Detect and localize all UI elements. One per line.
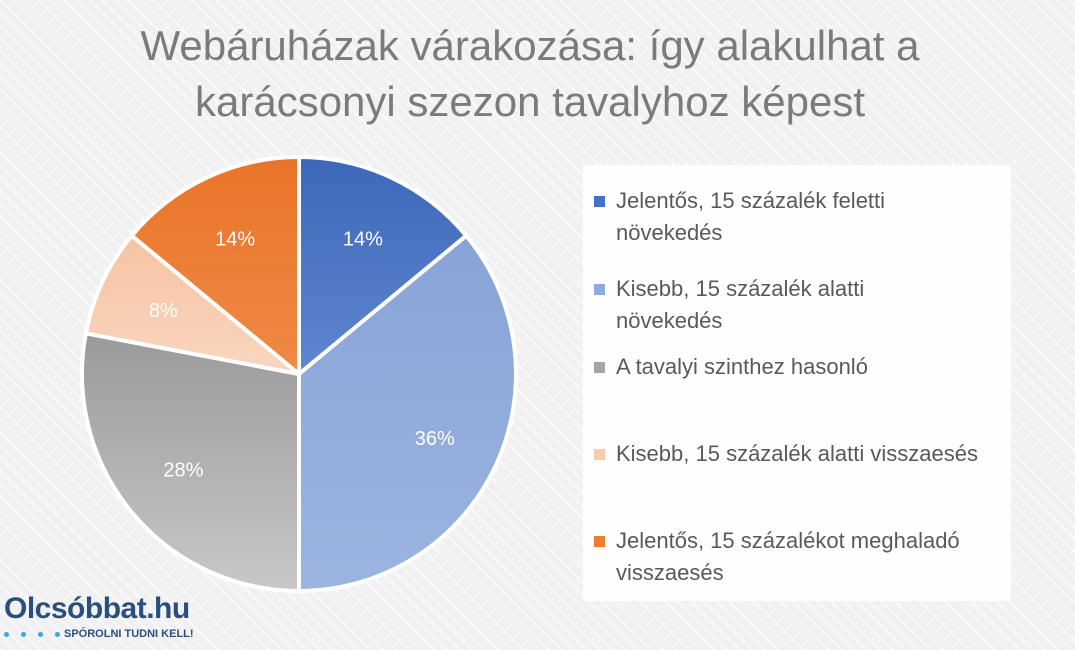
legend-item-minor-growth: Kisebb, 15 százalék alatti növekedés: [594, 273, 1004, 337]
pie-slice-significant-decline: [129, 155, 301, 376]
pie-slice-minor-decline: [83, 233, 301, 376]
legend-label-minor-decline: Kisebb, 15 százalék alatti visszaesés: [616, 441, 978, 466]
chart-legend: Jelentős, 15 százalék feletti növekedés …: [583, 165, 1011, 601]
pie-slices: [80, 155, 518, 593]
pie-data-label-similar-level: 28%: [163, 460, 203, 482]
pie-data-label-minor-growth: 36%: [415, 428, 455, 450]
legend-label-significant-growth-line-2: növekedés: [616, 220, 723, 245]
logo-dots: [4, 632, 60, 638]
logo-slogan: SPÓROLNI TUDNI KELL!: [64, 628, 194, 640]
legend-item-minor-decline: Kisebb, 15 százalék alatti visszaesés: [594, 438, 1004, 470]
legend-label-minor-growth-line-1: Kisebb, 15 százalék alatti: [616, 276, 865, 301]
pie-data-label-significant-decline: 14%: [215, 228, 255, 250]
pie-slice-significant-growth: [297, 155, 469, 376]
legend-label-significant-growth-line-1: Jelentős, 15 százalék feletti: [616, 188, 886, 213]
legend-item-significant-decline: Jelentős, 15 százalékot meghaladó vissza…: [594, 525, 1004, 589]
chart-title-line-1: Webáruházak várakozása: így alakulhat a: [140, 22, 920, 69]
logo-brand-text: Olcsóbbat.hu: [4, 592, 190, 625]
pie-data-label-minor-decline: 8%: [149, 300, 178, 322]
legend-swatch-significant-growth: [594, 196, 605, 207]
chart-title: Webáruházak várakozása: így alakulhat a …: [0, 18, 1060, 130]
pie-data-labels: 14% 36% 28% 8% 14%: [149, 228, 455, 481]
pie-slice-similar-level: [80, 331, 301, 593]
legend-swatch-minor-decline: [594, 449, 605, 460]
legend-swatch-similar-level: [594, 362, 605, 373]
legend-item-significant-growth: Jelentős, 15 százalék feletti növekedés: [594, 185, 1004, 249]
site-logo: Olcsóbbat.hu SPÓROLNI TUDNI KELL!: [4, 592, 194, 647]
legend-swatch-minor-growth: [594, 284, 605, 295]
legend-item-similar-level: A tavalyi szinthez hasonló: [594, 351, 1004, 383]
legend-label-similar-level: A tavalyi szinthez hasonló: [616, 354, 868, 379]
legend-label-significant-decline-line-2: visszaesés: [616, 560, 724, 585]
chart-title-line-2: karácsonyi szezon tavalyhoz képest: [194, 78, 865, 125]
legend-swatch-significant-decline: [594, 536, 605, 547]
legend-label-significant-decline-line-1: Jelentős, 15 százalékot meghaladó: [616, 528, 960, 553]
pie-data-label-significant-growth: 14%: [343, 228, 383, 250]
legend-label-minor-growth-line-2: növekedés: [616, 308, 723, 333]
pie-slice-minor-growth: [297, 233, 518, 593]
